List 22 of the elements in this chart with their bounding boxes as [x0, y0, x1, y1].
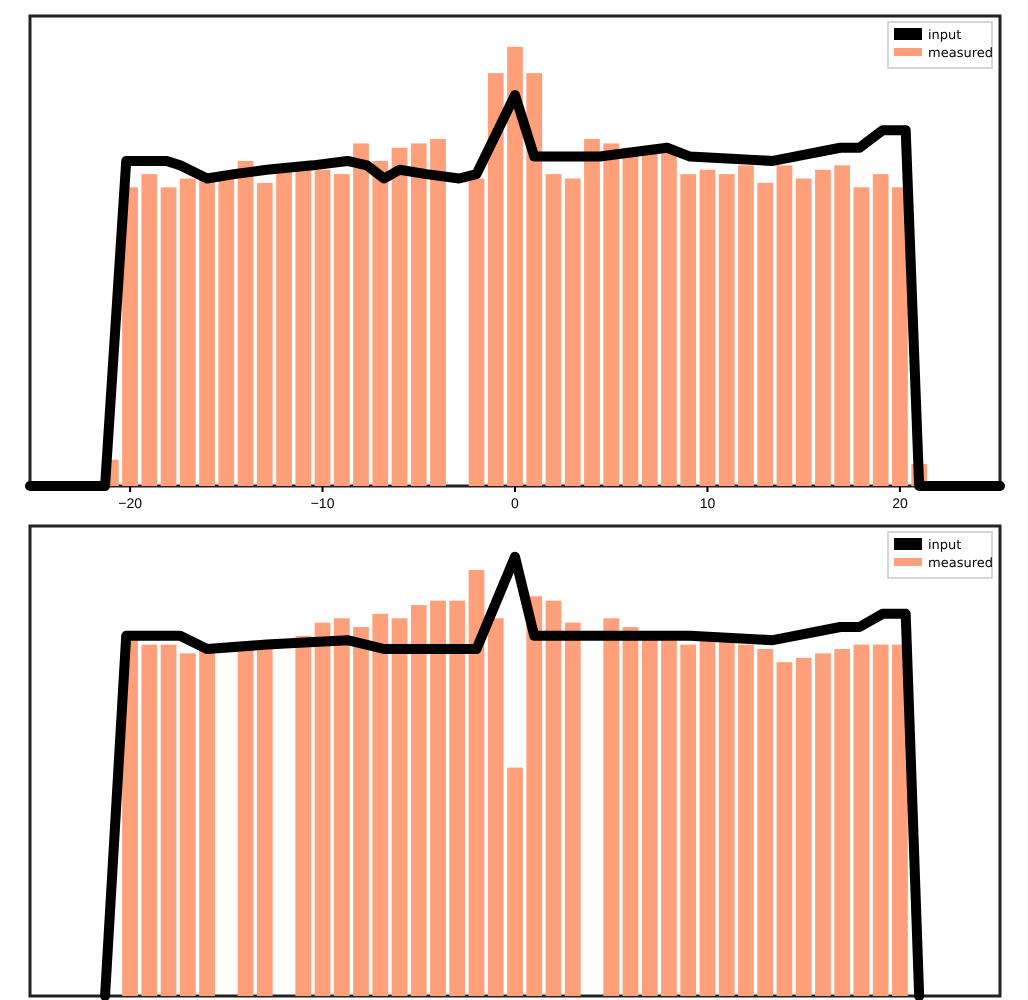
bar — [545, 600, 562, 996]
bar — [699, 640, 716, 996]
bar — [391, 618, 408, 996]
bar — [776, 662, 793, 996]
bar — [545, 174, 562, 486]
bar — [853, 187, 870, 486]
bar — [699, 169, 716, 486]
bar — [603, 618, 620, 996]
bar — [237, 648, 254, 996]
bar — [564, 622, 581, 996]
bar — [160, 187, 177, 486]
bar — [314, 169, 331, 486]
bar — [237, 160, 254, 486]
bar — [853, 644, 870, 996]
bar — [622, 627, 639, 996]
bar — [776, 165, 793, 486]
bar — [391, 147, 408, 486]
bar — [295, 635, 312, 996]
bar — [160, 644, 177, 996]
bar — [468, 569, 485, 996]
bar — [468, 178, 485, 486]
bar — [314, 622, 331, 996]
